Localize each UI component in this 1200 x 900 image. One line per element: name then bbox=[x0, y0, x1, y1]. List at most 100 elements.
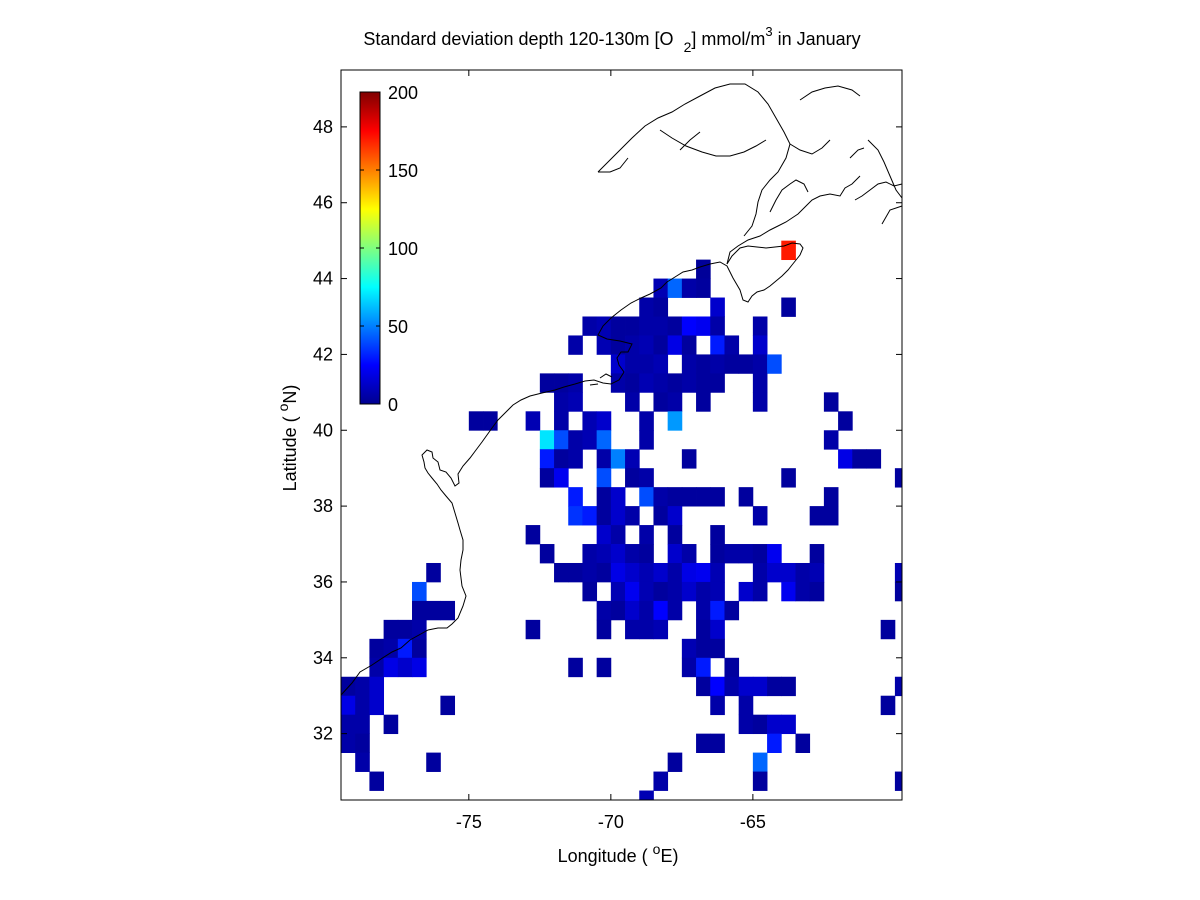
heatmap-cell bbox=[752, 714, 768, 735]
heatmap-cell bbox=[639, 430, 654, 450]
heatmap-cell bbox=[639, 373, 654, 393]
heatmap-cell bbox=[383, 714, 399, 735]
heatmap-cell bbox=[696, 278, 711, 298]
coastline bbox=[340, 83, 903, 696]
y-tick-label: 44 bbox=[313, 269, 333, 289]
heatmap-cell bbox=[894, 771, 903, 791]
heatmap-cell bbox=[596, 335, 612, 355]
heatmap-cell bbox=[625, 544, 640, 564]
heatmap-cell bbox=[539, 544, 555, 564]
heatmap-cell bbox=[653, 373, 669, 393]
heatmap-cell bbox=[738, 354, 754, 374]
heatmap-cell bbox=[653, 619, 669, 640]
heatmap-cell bbox=[355, 676, 370, 697]
heatmap-cell bbox=[625, 373, 640, 393]
heatmap-cell bbox=[696, 600, 711, 621]
heatmap-cell bbox=[610, 562, 626, 583]
heatmap-cell bbox=[710, 373, 725, 393]
heatmap-cell bbox=[639, 411, 654, 431]
heatmap-cell bbox=[894, 581, 903, 602]
heatmap-cell bbox=[724, 676, 740, 697]
heatmap-cell bbox=[696, 259, 711, 279]
heatmap-cell bbox=[710, 316, 725, 336]
heatmap-cell bbox=[781, 714, 796, 735]
heatmap-cell bbox=[412, 638, 427, 659]
heatmap-cell bbox=[795, 562, 811, 583]
heatmap-cell bbox=[412, 657, 427, 678]
heatmap-cell bbox=[568, 392, 583, 412]
heatmap-cell bbox=[554, 392, 569, 412]
heatmap-cell bbox=[681, 562, 697, 583]
heatmap-cell bbox=[596, 430, 612, 450]
heatmap-cell bbox=[667, 335, 683, 355]
heatmap-cell bbox=[610, 487, 626, 507]
heatmap-cell bbox=[767, 544, 782, 564]
heatmap-cell bbox=[724, 657, 740, 678]
heatmap-cell bbox=[596, 525, 612, 545]
heatmap-cell bbox=[468, 411, 484, 431]
y-tick-label: 38 bbox=[313, 496, 333, 516]
y-tick-label: 36 bbox=[313, 572, 333, 592]
heatmap-cell bbox=[880, 619, 896, 640]
heatmap-cell bbox=[710, 354, 725, 374]
heatmap-cell bbox=[681, 335, 697, 355]
heatmap-cell bbox=[596, 657, 612, 678]
heatmap-cell bbox=[894, 676, 903, 697]
heatmap-cell bbox=[341, 695, 356, 716]
heatmap-cell bbox=[639, 468, 654, 488]
heatmap-cell bbox=[752, 316, 768, 336]
heatmap-cell bbox=[610, 600, 626, 621]
heatmap-cell bbox=[539, 449, 555, 469]
heatmap-cell bbox=[639, 354, 654, 374]
heatmap-cell bbox=[596, 600, 612, 621]
heatmap-cell bbox=[710, 562, 725, 583]
heatmap-cell bbox=[667, 600, 683, 621]
heatmap-cell bbox=[625, 449, 640, 469]
heatmap-cell bbox=[568, 562, 583, 583]
heatmap-cell bbox=[667, 752, 683, 772]
heatmap-cell bbox=[667, 544, 683, 564]
heatmap-cell bbox=[696, 619, 711, 640]
y-tick-label: 42 bbox=[313, 344, 333, 364]
chart-title: Standard deviation depth 120-130m [O 2] m… bbox=[363, 24, 860, 55]
heatmap-cell bbox=[710, 638, 725, 659]
heatmap-cell bbox=[639, 544, 654, 564]
heatmap-cell bbox=[383, 638, 399, 659]
heatmap-cell bbox=[440, 695, 456, 716]
heatmap-cell bbox=[653, 316, 669, 336]
heatmap-cell bbox=[767, 562, 782, 583]
heatmap-cell bbox=[710, 733, 725, 753]
heatmap-cell bbox=[752, 581, 768, 602]
heatmap-cell bbox=[539, 430, 555, 450]
heatmap-cell bbox=[696, 316, 711, 336]
heatmap-cell bbox=[781, 468, 796, 488]
x-tick-label: -75 bbox=[456, 812, 482, 832]
heatmap-cell bbox=[710, 600, 725, 621]
heatmap-cell bbox=[767, 733, 782, 753]
heatmap-cell bbox=[866, 449, 882, 469]
heatmap-cell bbox=[710, 695, 725, 716]
heatmap-cell bbox=[596, 449, 612, 469]
heatmap-cell bbox=[838, 411, 853, 431]
heatmap-cell bbox=[809, 581, 825, 602]
heatmap-cell bbox=[696, 487, 711, 507]
heatmap-cell bbox=[823, 392, 839, 412]
heatmap-cell bbox=[568, 430, 583, 450]
heatmap-cell bbox=[639, 525, 654, 545]
heatmap-cell bbox=[795, 581, 811, 602]
heatmap-cell bbox=[596, 562, 612, 583]
y-tick-label: 34 bbox=[313, 648, 333, 668]
heatmap-cell bbox=[894, 468, 903, 488]
heatmap-cell bbox=[596, 468, 612, 488]
heatmap-cell bbox=[596, 544, 612, 564]
heatmap-cell bbox=[582, 316, 598, 336]
heatmap-cell bbox=[525, 525, 541, 545]
heatmap-cell bbox=[781, 581, 796, 602]
heatmap-cell bbox=[681, 278, 697, 298]
heatmap-cell bbox=[426, 752, 441, 772]
heatmap-cell bbox=[738, 695, 754, 716]
heatmap-cell bbox=[582, 544, 598, 564]
heatmap-cell bbox=[667, 373, 683, 393]
heatmap-cell bbox=[667, 316, 683, 336]
